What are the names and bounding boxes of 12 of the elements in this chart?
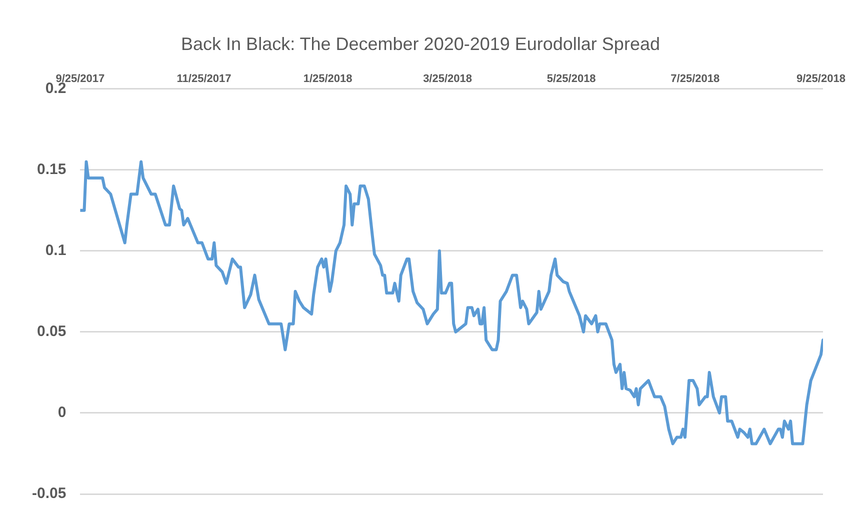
- y-tick-label: -0.05: [32, 485, 66, 502]
- chart-title: Back In Black: The December 2020-2019 Eurodollar Spread: [181, 34, 660, 54]
- y-tick-label: 0: [58, 404, 66, 422]
- y-tick-label: 0.1: [45, 242, 66, 260]
- x-tick-label: 1/25/2018: [303, 73, 352, 86]
- x-tick-label: 5/25/2018: [546, 73, 596, 86]
- x-tick-label: 11/25/2017: [176, 73, 232, 86]
- x-tick-label: 7/25/2018: [670, 73, 720, 86]
- y-tick-label: 0.15: [36, 160, 66, 178]
- x-tick-label: 9/25/2018: [796, 73, 846, 86]
- y-tick-label: 0.05: [36, 323, 66, 340]
- x-tick-label: 3/25/2018: [423, 73, 472, 86]
